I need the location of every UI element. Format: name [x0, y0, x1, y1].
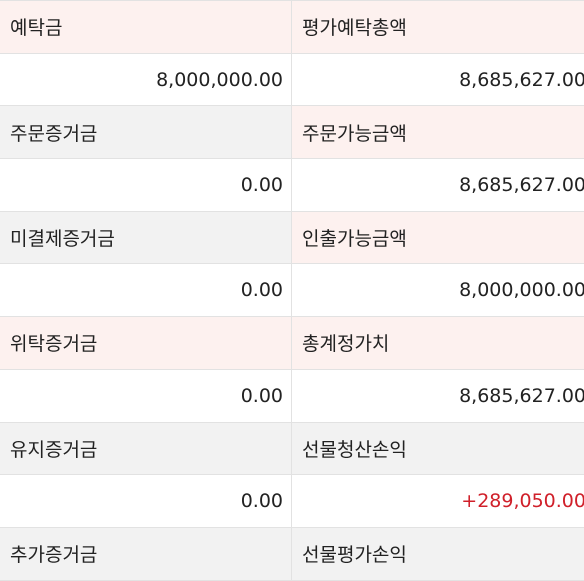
value-futures-realized-pnl: +289,050.00 [292, 475, 584, 528]
label-open-position-margin: 미결제증거금 [0, 211, 292, 265]
label-orderable-amount: 주문가능금액 [292, 106, 584, 160]
value-text: 8,685,627.00 [459, 384, 584, 407]
label-futures-unrealized-pnl: 선물평가손익 [292, 527, 584, 581]
label-text: 위탁증거금 [10, 333, 98, 356]
label-text: 주문증거금 [10, 122, 98, 145]
value-text: 0.00 [240, 490, 283, 513]
label-evaluated-total-deposit: 평가예탁총액 [292, 1, 584, 54]
label-text: 선물청산손익 [302, 438, 407, 461]
value-total-account-value: 8,685,627.00 [292, 369, 584, 423]
label-withdrawable-amount: 인출가능금액 [292, 211, 584, 265]
value-order-margin: 0.00 [0, 159, 292, 212]
value-maintenance-margin: 0.00 [0, 475, 292, 528]
value-text: 0.00 [240, 384, 283, 407]
value-evaluated-total-deposit: 8,685,627.00 [292, 53, 584, 107]
label-maintenance-margin: 유지증거금 [0, 422, 292, 476]
value-text: +289,050.00 [461, 490, 584, 513]
value-text: 8,685,627.00 [459, 173, 584, 196]
label-text: 유지증거금 [10, 438, 98, 461]
value-text: 8,000,000.00 [156, 68, 283, 91]
value-text: 0.00 [240, 279, 283, 302]
label-text: 예탁금 [10, 17, 63, 40]
label-text: 선물평가손익 [302, 544, 407, 567]
label-additional-margin: 추가증거금 [0, 527, 292, 581]
value-open-position-margin: 0.00 [0, 264, 292, 318]
value-deposit: 8,000,000.00 [0, 53, 292, 107]
label-text: 인출가능금액 [302, 228, 407, 251]
value-withdrawable-amount: 8,000,000.00 [292, 264, 584, 318]
label-order-margin: 주문증거금 [0, 106, 292, 160]
label-text: 총계정가치 [302, 333, 390, 356]
value-orderable-amount: 8,685,627.00 [292, 159, 584, 212]
value-consignment-margin: 0.00 [0, 369, 292, 423]
value-text: 8,685,627.00 [459, 68, 584, 91]
label-consignment-margin: 위탁증거금 [0, 317, 292, 370]
label-text: 추가증거금 [10, 544, 98, 567]
label-text: 평가예탁총액 [302, 17, 407, 40]
label-text: 미결제증거금 [10, 228, 115, 251]
label-total-account-value: 총계정가치 [292, 317, 584, 370]
label-text: 주문가능금액 [302, 122, 407, 145]
label-deposit: 예탁금 [0, 1, 292, 54]
label-futures-realized-pnl: 선물청산손익 [292, 422, 584, 476]
value-text: 0.00 [240, 173, 283, 196]
value-text: 8,000,000.00 [459, 279, 584, 302]
